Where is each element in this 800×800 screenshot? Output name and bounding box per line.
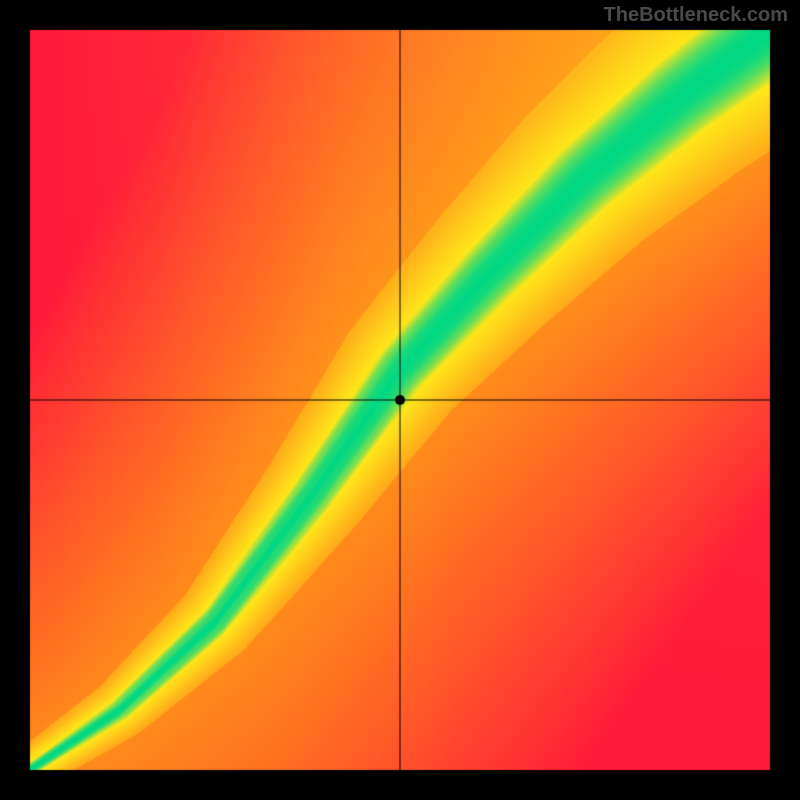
chart-container: TheBottleneck.com: [0, 0, 800, 800]
bottleneck-heatmap: [0, 0, 800, 800]
watermark-text: TheBottleneck.com: [604, 4, 788, 27]
